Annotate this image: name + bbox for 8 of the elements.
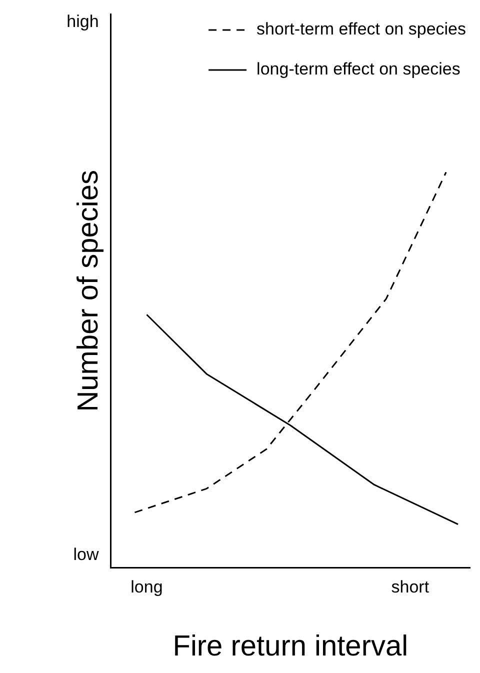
text: low bbox=[73, 544, 100, 564]
x-tick-label: short bbox=[391, 578, 430, 597]
y-axis-title: Number of species bbox=[72, 170, 104, 412]
legend-label: long-term effect on species bbox=[256, 60, 460, 79]
legend-label: short-term effect on species bbox=[256, 20, 466, 39]
x-axis-title: Fire return interval bbox=[172, 630, 408, 663]
text: high bbox=[66, 12, 99, 32]
x-tick-label: long bbox=[130, 578, 163, 597]
